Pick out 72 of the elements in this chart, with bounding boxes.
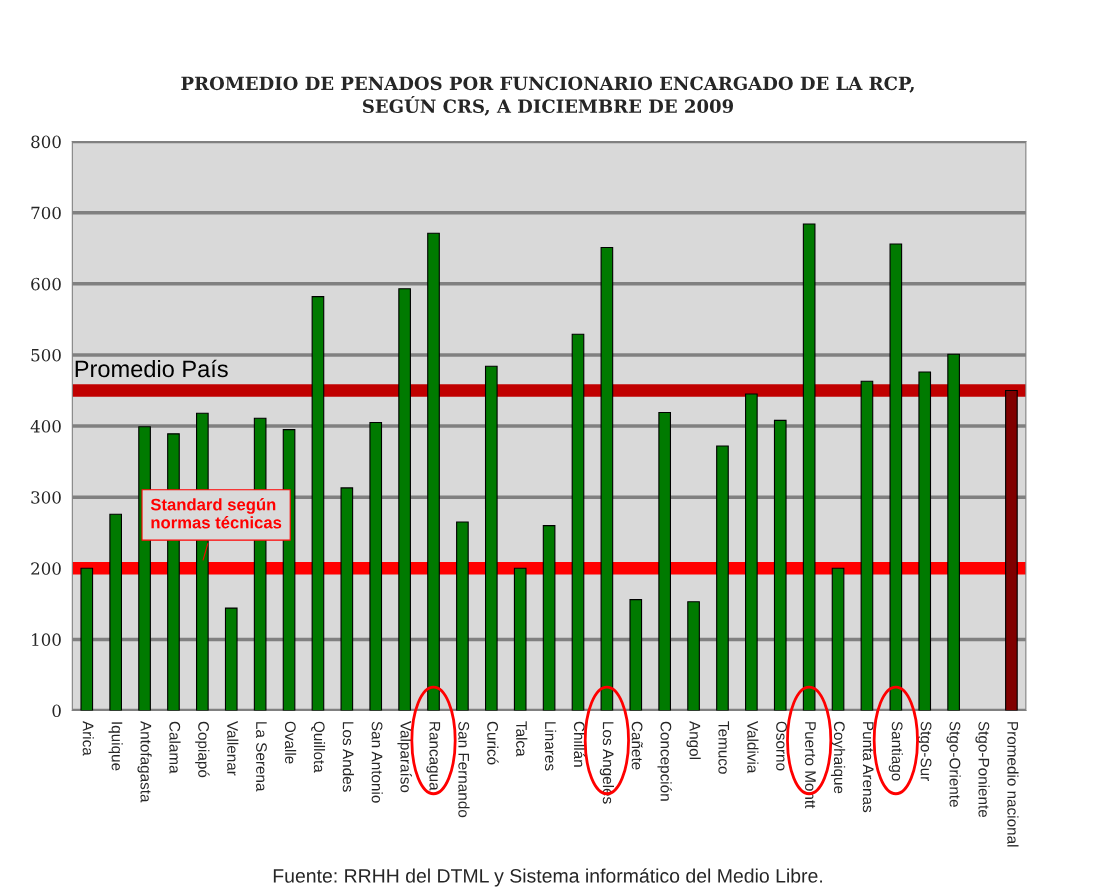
x-tick-label: Punta Arenas bbox=[862, 722, 874, 813]
y-tick-label: 400 bbox=[30, 420, 61, 433]
x-tick-label: Arica bbox=[82, 720, 94, 756]
x-tick-label: Talca bbox=[516, 721, 528, 757]
x-tick-label: Cañete bbox=[631, 721, 643, 770]
x-tick-label: Concepción bbox=[657, 721, 672, 801]
y-tick-label: 200 bbox=[31, 562, 61, 575]
x-tick-label: Stgo-Sur bbox=[917, 721, 932, 781]
bar bbox=[340, 487, 354, 711]
bar bbox=[745, 393, 758, 711]
bar bbox=[889, 243, 903, 711]
bar bbox=[658, 411, 672, 711]
x-tick-label: La Serena bbox=[256, 722, 267, 792]
x-tick-label: Los Andes bbox=[342, 722, 354, 792]
bar bbox=[600, 246, 614, 711]
bar bbox=[311, 296, 325, 711]
x-tick-label: Vallenar bbox=[227, 721, 239, 776]
bar bbox=[542, 525, 556, 711]
x-tick-label: Quillota bbox=[311, 721, 326, 773]
x-tick-label: Iquique bbox=[108, 722, 123, 771]
x-tick-label: Ovalle bbox=[284, 721, 297, 764]
source-note: Fuente: RRHH del DTML y Sistema informático del Medio Libre. bbox=[273, 868, 822, 887]
x-tick-label: Coyhaique bbox=[830, 721, 846, 794]
x-tick-label: Rancagua bbox=[426, 722, 441, 791]
y-tick-label: 100 bbox=[32, 633, 61, 646]
bar bbox=[369, 421, 383, 711]
bar bbox=[802, 223, 816, 711]
y-tick-label: 800 bbox=[31, 135, 61, 149]
y-tick-label: 0 bbox=[52, 704, 61, 718]
y-tick-label: 500 bbox=[31, 348, 61, 362]
x-tick-label: Linares bbox=[544, 722, 557, 771]
bar bbox=[716, 445, 729, 711]
bar bbox=[456, 521, 469, 711]
x-tick-label: San Fernando bbox=[458, 721, 470, 818]
x-tick-label: Curicó bbox=[487, 721, 499, 765]
bar bbox=[484, 365, 498, 711]
x-tick-label: Chillán bbox=[573, 721, 586, 767]
y-tick-label: 600 bbox=[31, 277, 61, 291]
bar bbox=[513, 567, 527, 711]
ref-line-label: Promedio País bbox=[75, 359, 228, 378]
x-tick-label: Antofagasta bbox=[137, 720, 152, 803]
bar bbox=[224, 607, 238, 711]
x-tick-label: Santiago bbox=[888, 721, 903, 781]
x-tick-label: Stgo-Oriente bbox=[946, 721, 961, 807]
x-tick-label: Valparaíso bbox=[397, 721, 412, 793]
bar bbox=[1005, 389, 1018, 711]
bar bbox=[773, 419, 787, 711]
x-tick-label: Copiapó bbox=[195, 721, 210, 778]
ref-line-label: Standard según normas técnicas bbox=[150, 498, 282, 529]
x-tick-label: Los Angeles bbox=[599, 722, 615, 804]
bar bbox=[860, 380, 874, 711]
bar bbox=[109, 513, 123, 711]
x-tick-label: Temuco bbox=[718, 721, 730, 774]
bar bbox=[80, 567, 94, 711]
bar bbox=[398, 288, 411, 711]
chart-title: PROMEDIO DE PENADOS POR FUNCIONARIO ENCARGADO DE LA RCP, SEGÚN CRS, A DICIEMBRE DE 2009 bbox=[181, 76, 914, 116]
x-tick-label: Stgo-Poniente bbox=[975, 721, 990, 818]
bar bbox=[687, 601, 700, 711]
x-tick-label: Angol bbox=[686, 720, 701, 759]
y-tick-label: 300 bbox=[31, 491, 61, 504]
y-tick-label: 700 bbox=[31, 206, 61, 220]
x-tick-label: Osorno bbox=[776, 721, 787, 771]
bar bbox=[918, 371, 932, 711]
bar bbox=[831, 567, 845, 711]
x-tick-label: San Antonio bbox=[371, 721, 383, 803]
x-tick-label: Calama bbox=[169, 721, 181, 774]
bar bbox=[427, 232, 440, 711]
bar bbox=[629, 599, 643, 711]
bar bbox=[947, 353, 960, 711]
x-tick-label: Valdivia bbox=[747, 721, 759, 774]
bar bbox=[571, 333, 585, 711]
x-tick-label: Promedio nacional bbox=[1007, 722, 1019, 847]
